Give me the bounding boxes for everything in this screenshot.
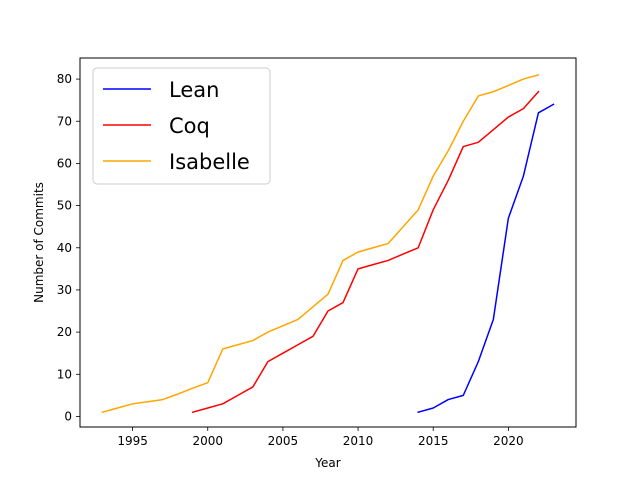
x-tick-label: 2000	[192, 434, 223, 448]
series-line-isabelle	[101, 73, 540, 414]
y-tick-label: 10	[57, 367, 72, 381]
y-tick-label: 50	[57, 199, 72, 213]
x-tick-label: 2005	[268, 434, 299, 448]
x-axis: 1995 2000 2005 2010 2015 2020	[117, 427, 524, 448]
y-tick-label: 70	[57, 114, 72, 128]
legend-box	[92, 67, 271, 185]
y-axis-label: Number of Commits	[32, 182, 46, 303]
y-tick-label: 60	[57, 156, 72, 170]
x-tick-label: 1995	[117, 434, 148, 448]
y-axis: 0 10 20 30 40 50 60 70 80	[57, 72, 80, 423]
legend: Lean Coq Isabelle	[92, 67, 271, 185]
series-line-lean	[417, 103, 555, 414]
legend-label-isabelle: Isabelle	[169, 150, 250, 174]
x-axis-label: Year	[314, 456, 340, 470]
x-tick-label: 2010	[343, 434, 374, 448]
series-layer	[101, 73, 555, 414]
x-tick-label: 2020	[493, 434, 524, 448]
y-tick-label: 0	[64, 409, 72, 423]
series-line-coq	[191, 90, 540, 414]
y-tick-label: 80	[57, 72, 72, 86]
y-tick-label: 20	[57, 325, 72, 339]
legend-label-coq: Coq	[169, 114, 210, 138]
legend-label-lean: Lean	[169, 78, 219, 102]
x-tick-label: 2015	[418, 434, 449, 448]
y-tick-label: 40	[57, 241, 72, 255]
y-tick-label: 30	[57, 283, 72, 297]
